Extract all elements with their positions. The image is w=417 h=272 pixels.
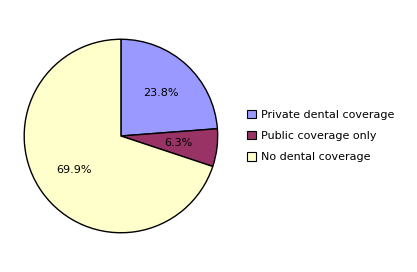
Wedge shape bbox=[121, 129, 218, 166]
Wedge shape bbox=[121, 39, 217, 136]
Text: 6.3%: 6.3% bbox=[164, 138, 193, 148]
Text: 69.9%: 69.9% bbox=[56, 165, 92, 175]
Legend: Private dental coverage, Public coverage only, No dental coverage: Private dental coverage, Public coverage… bbox=[247, 110, 394, 162]
Wedge shape bbox=[24, 39, 213, 233]
Text: 23.8%: 23.8% bbox=[143, 88, 178, 98]
